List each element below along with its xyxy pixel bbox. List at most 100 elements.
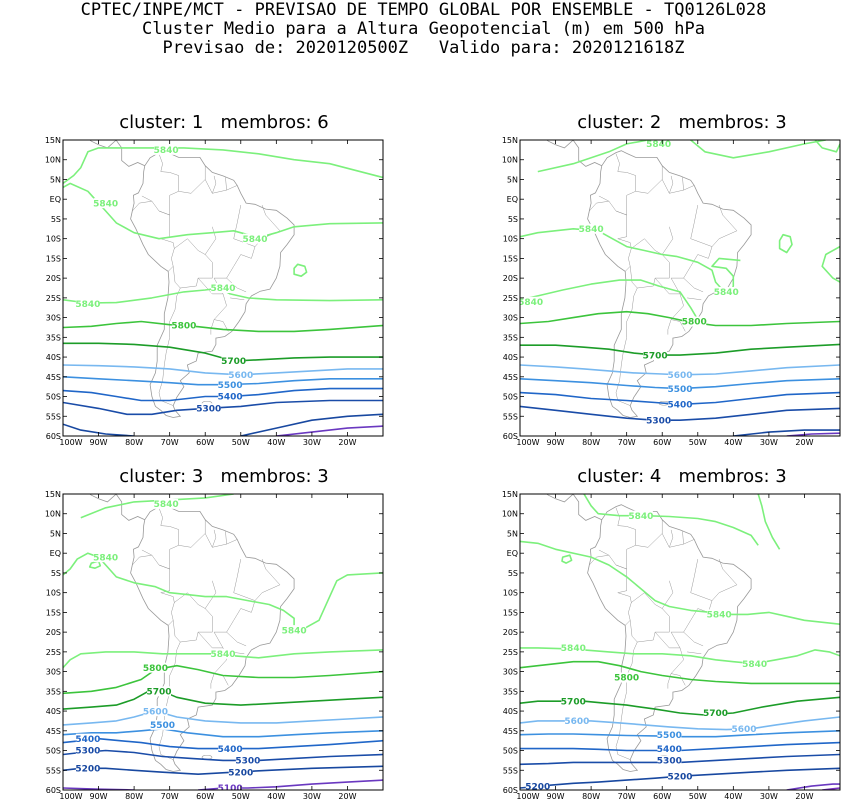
contour-5600 <box>63 712 383 726</box>
contour-5840 <box>520 279 699 321</box>
contour-label: 5840 <box>154 146 179 156</box>
lat-label: 20S <box>503 274 518 283</box>
contour-label: 5200 <box>667 772 692 782</box>
contour-label-bg <box>75 745 100 756</box>
country-border <box>233 559 256 601</box>
lat-label: 15N <box>502 490 518 499</box>
country-border <box>683 277 704 293</box>
lon-label: 60W <box>196 792 214 801</box>
contour-label-bg <box>143 706 168 717</box>
contour-label: 5700 <box>146 688 171 698</box>
country-border <box>687 651 702 655</box>
country-border <box>172 238 213 289</box>
lat-label: 15S <box>46 608 61 617</box>
country-border <box>210 673 215 689</box>
contour-label: 5300 <box>235 757 260 767</box>
country-border <box>178 165 206 194</box>
lon-label: 100W <box>59 438 82 447</box>
contour-label: 5600 <box>564 717 589 727</box>
contour-5840 <box>520 540 840 625</box>
country-border <box>132 200 175 272</box>
contour-label: 5840 <box>75 300 100 310</box>
panel-4-title: cluster: 4 membros: 3 <box>577 466 787 487</box>
contour-5800 <box>520 310 840 327</box>
lat-label: 5S <box>51 569 61 578</box>
lat-label: 30S <box>46 668 61 677</box>
lat-label: 10S <box>46 235 61 244</box>
contour-5840 <box>63 182 383 240</box>
coastline-central-america <box>115 494 145 521</box>
contour-label-bg <box>228 767 253 778</box>
country-border <box>669 175 674 194</box>
country-border <box>615 641 638 760</box>
contour-label-bg <box>218 379 243 390</box>
lat-label: 5S <box>51 215 61 224</box>
lat-label: 55S <box>46 766 61 775</box>
contour-label: 5200 <box>525 782 550 792</box>
lat-label: 10N <box>502 156 518 165</box>
lat-label: 30S <box>503 668 518 677</box>
contour-5840 <box>63 649 383 669</box>
lon-label: 40W <box>724 438 742 447</box>
country-border <box>230 297 245 301</box>
lat-label: 15S <box>503 608 518 617</box>
lon-label: 50W <box>689 792 707 801</box>
country-border <box>226 277 247 293</box>
lat-label: 5N <box>50 529 61 538</box>
contour-label: 5840 <box>242 235 267 245</box>
contour-label: 5200 <box>228 768 253 778</box>
contour-label: 5700 <box>221 357 246 367</box>
country-border <box>654 277 684 306</box>
contour-label-bg <box>221 356 246 367</box>
lat-label: EQ <box>50 195 61 204</box>
contour-label-bg <box>520 296 543 307</box>
country-border <box>661 226 674 255</box>
map-panel-cluster-4: 5840584058405840580057005700560056005500… <box>502 490 841 801</box>
contour-label: 5840 <box>742 660 767 670</box>
lon-label: 90W <box>90 792 108 801</box>
contour-5200 <box>520 767 840 789</box>
lat-label: 40S <box>46 707 61 716</box>
contour-5840 <box>561 554 573 564</box>
lat-label: 50S <box>46 747 61 756</box>
country-border <box>635 519 663 548</box>
country-border <box>687 297 702 301</box>
country-border <box>226 631 247 647</box>
contour-label-bg <box>218 391 243 402</box>
contour-label-bg <box>561 696 586 707</box>
country-border <box>172 592 213 643</box>
lon-label: 30W <box>303 792 321 801</box>
coastline <box>130 504 295 772</box>
country-border <box>141 549 153 556</box>
contour-label-bg <box>657 755 682 766</box>
country-border <box>158 153 179 216</box>
lon-label: 20W <box>795 792 813 801</box>
contour-5300 <box>520 753 840 766</box>
lat-label: 20S <box>46 274 61 283</box>
lon-label: 50W <box>232 792 250 801</box>
map-frame <box>519 139 841 437</box>
lon-label: 80W <box>125 438 143 447</box>
contour-label: 5700 <box>643 351 668 361</box>
country-border <box>212 529 217 548</box>
lat-label: 10S <box>503 235 518 244</box>
contour-label-bg <box>714 286 739 297</box>
contour-label-bg <box>211 648 235 659</box>
contour-label-bg <box>643 350 668 361</box>
country-border <box>682 177 684 191</box>
contour-5840 <box>690 140 826 159</box>
contour-label-bg <box>646 415 671 426</box>
contour-label: 5840 <box>646 140 671 150</box>
panel-2-title: cluster: 2 membros: 3 <box>577 112 787 133</box>
lat-label: EQ <box>507 195 518 204</box>
contour-5840 <box>293 263 308 277</box>
lon-label: 60W <box>653 792 671 801</box>
contour-label-bg <box>564 715 589 726</box>
contour-5840 <box>63 552 383 631</box>
country-border <box>210 319 215 335</box>
contour-label: 5700 <box>561 697 586 707</box>
contour-label-bg <box>657 743 682 754</box>
lat-label: 30S <box>503 314 518 323</box>
contour-label: 5500 <box>657 731 682 741</box>
country-border <box>225 531 227 545</box>
